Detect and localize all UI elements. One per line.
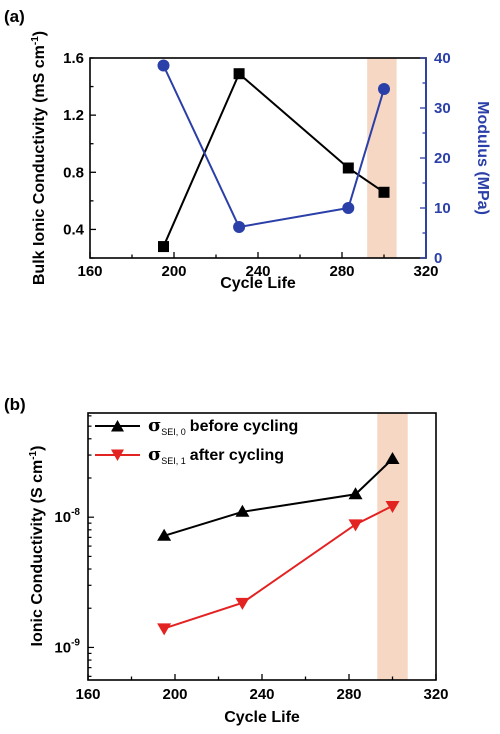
x-tick-label-a-0: 160 (77, 263, 102, 280)
x-tick-label-b-1: 200 (162, 686, 187, 703)
data-point-a-0-0 (158, 241, 169, 253)
data-point-b-1-1 (235, 597, 250, 610)
x-axis-title-b: Cycle Life (224, 709, 300, 726)
data-point-a-0-1 (233, 68, 245, 80)
series-line-a-0 (162, 72, 385, 247)
legend-symbol-0: σ (148, 415, 161, 436)
y-axis-title-b-end: ) (29, 446, 46, 451)
y2-tick-label-a-0: 0 (434, 250, 442, 267)
y-axis-title-a-sup: -1 (30, 36, 41, 45)
legend-marker-1 (111, 449, 124, 461)
y-axis-title-b-main: Ionic Conductivity (S cm (29, 460, 46, 647)
y-tick-label-a-2: 1.2 (63, 107, 84, 124)
legend-b: σSEI, 0 before cycling σSEI, 1 after cycli… (95, 415, 298, 466)
data-point-a-1-1 (233, 221, 246, 233)
y2-tick-label-a-1: 10 (434, 200, 451, 217)
series-line-b-0 (163, 458, 394, 537)
data-point-b-1-0 (157, 623, 172, 636)
data-point-b-0-2 (348, 487, 363, 500)
legend-sub-0: SEI, 0 (161, 427, 186, 437)
x-tick-label-a-2: 240 (245, 263, 270, 280)
y-tick-label-a-1: 0.8 (63, 164, 84, 181)
y-axis-title-b: Ionic Conductivity (S cm-1) (28, 446, 46, 647)
y-tick-label-b-exp-1: -8 (71, 507, 80, 518)
legend-name-0: before cycling (190, 418, 298, 435)
data-point-a-0-2 (342, 162, 354, 174)
legend-symbol-1: σ (148, 444, 161, 465)
data-point-b-0-1 (235, 504, 250, 517)
x-tick-label-a-4: 320 (413, 263, 438, 280)
data-point-a-1-2 (342, 202, 355, 214)
legend-sub-1: SEI, 1 (161, 456, 186, 466)
y-axis-title-a-main: Bulk Ionic Conductivity (mS cm (31, 45, 48, 285)
y-tick-label-b-0: 10-9 (54, 637, 80, 656)
y2-tick-label-a-3: 30 (434, 100, 451, 117)
data-point-b-0-3 (385, 451, 400, 464)
y-tick-label-b-1: 10-8 (54, 507, 80, 526)
x-tick-label-b-4: 320 (423, 686, 448, 703)
x-tick-label-a-3: 280 (329, 263, 354, 280)
x-tick-label-b-0: 160 (75, 686, 100, 703)
y2-axis-title-a: Modulus (MPa) (474, 101, 491, 215)
y2-tick-label-a-4: 40 (434, 50, 451, 67)
y-axis-title-b-sup: -1 (28, 450, 39, 459)
y-tick-label-b-exp-0: -9 (71, 637, 80, 648)
y2-tick-label-a-2: 20 (434, 150, 451, 167)
x-tick-label-b-3: 280 (336, 686, 361, 703)
legend-marker-0 (111, 420, 124, 432)
y-tick-label-b-base-1: 10 (54, 509, 71, 526)
data-point-b-0-0 (157, 528, 172, 541)
y-tick-label-a-0: 0.4 (63, 221, 85, 238)
y-axis-title-a: Bulk Ionic Conductivity (mS cm-1) (30, 31, 48, 285)
chart-a: (a) 160 200 240 280 320 0.4 0.8 1.2 1.6 0 10 20 30 40… (4, 7, 491, 292)
panel-label-a: (a) (4, 7, 25, 26)
series-line-b-1 (163, 505, 393, 630)
data-point-b-1-3 (385, 500, 400, 513)
y-axis-title-a-end: ) (31, 31, 48, 36)
y-tick-label-b-base-0: 10 (54, 639, 71, 656)
data-point-a-1-0 (157, 59, 170, 72)
data-point-a-0-3 (378, 186, 390, 198)
legend-label-0: σSEI, 0 before cycling (148, 415, 298, 437)
legend-label-1: σSEI, 1 after cycling (148, 444, 284, 466)
legend-name-1: after cycling (190, 447, 284, 464)
data-point-a-1-3 (378, 83, 390, 95)
panel-label-b: (b) (4, 395, 26, 414)
x-tick-label-a-1: 200 (161, 263, 186, 280)
x-tick-label-b-2: 240 (249, 686, 274, 703)
y-tick-label-a-3: 1.6 (63, 50, 84, 67)
x-axis-title-a: Cycle Life (220, 275, 296, 292)
series-line-a-1 (162, 65, 385, 229)
data-point-b-1-2 (348, 519, 363, 532)
